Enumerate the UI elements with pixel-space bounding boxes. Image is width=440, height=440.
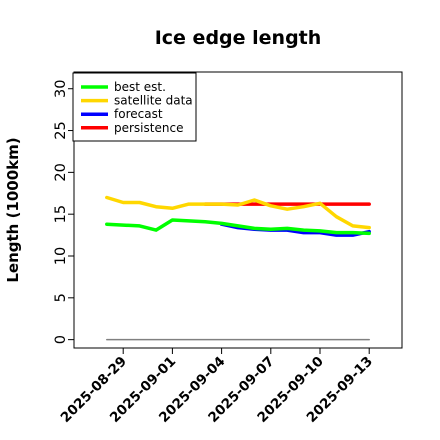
y-tick-label: 10: [53, 247, 69, 265]
legend-label: forecast: [114, 107, 163, 121]
y-tick-label: 15: [53, 205, 69, 223]
series-line-best-est-: [105, 218, 371, 236]
legend-label: satellite data: [114, 94, 193, 108]
legend-label: best est.: [114, 80, 166, 94]
legend-frame: [72, 72, 197, 142]
series-layer: [105, 195, 371, 341]
y-tick-label: 5: [53, 293, 69, 302]
series-line-satellite-data: [105, 195, 371, 230]
y-tick-label: 20: [53, 163, 69, 181]
y-axis: 0 5 10 15 20 25 30: [53, 80, 74, 344]
y-tick-label: 30: [53, 80, 69, 98]
y-tick-label: 25: [53, 121, 69, 139]
plot-area: [73, 71, 403, 349]
legend-label: persistence: [114, 121, 183, 135]
x-axis: 2025-08-292025-09-012025-09-042025-09-07…: [58, 348, 376, 426]
plot-frame: [73, 71, 403, 349]
y-axis-label: Length (1000km): [4, 137, 22, 282]
chart-title: Ice edge length: [155, 27, 322, 49]
y-tick-label: 0: [53, 335, 69, 344]
legend: best est.satellite dataforecastpersisten…: [72, 72, 197, 142]
